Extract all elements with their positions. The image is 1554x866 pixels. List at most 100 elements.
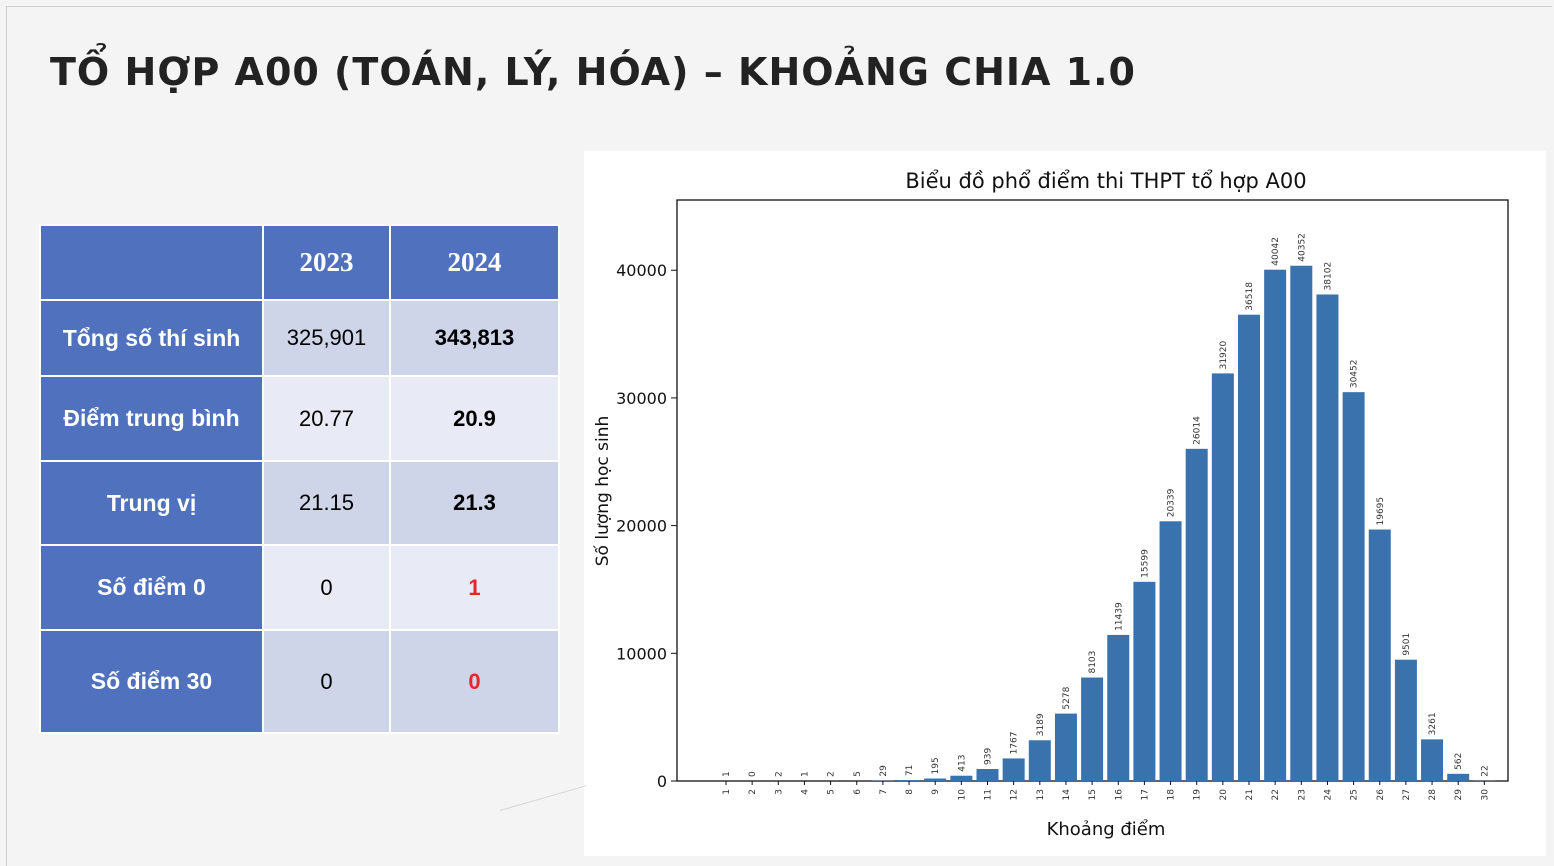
table-row-median: Trung vị 21.15 21.3	[39, 460, 560, 546]
y-tick-label: 20000	[616, 517, 667, 536]
bar-value-label: 22	[1480, 765, 1490, 776]
table-header-2024: 2024	[389, 224, 560, 301]
y-tick-label: 0	[657, 772, 667, 791]
x-tick-label: 3	[774, 789, 784, 795]
y-tick-label: 30000	[616, 389, 667, 408]
bar-value-label: 15599	[1140, 549, 1150, 578]
bar	[1421, 739, 1444, 781]
x-tick-label: 13	[1036, 789, 1046, 800]
row-label: Số điểm 30	[39, 629, 264, 734]
x-tick-label: 16	[1114, 789, 1124, 801]
bar-value-label: 30452	[1350, 360, 1360, 389]
bar-value-label: 2	[774, 771, 784, 777]
bar-value-label: 562	[1454, 753, 1464, 770]
bar-value-label: 195	[931, 757, 941, 774]
bar	[1316, 294, 1339, 781]
bar-value-label: 0	[748, 771, 758, 777]
bar-value-label: 26014	[1193, 416, 1203, 445]
table-row-zero-score: Số điểm 0 0 1	[39, 544, 560, 631]
bar	[1290, 265, 1313, 782]
bar	[898, 780, 921, 781]
bar	[1264, 269, 1287, 781]
row-label: Số điểm 0	[39, 544, 264, 631]
y-tick-label: 10000	[616, 644, 667, 663]
table-header-row: 2023 2024	[39, 224, 560, 301]
bar-value-label: 38102	[1323, 262, 1333, 291]
chart-card: Biểu đồ phổ điểm thi THPT tổ hợp A00 Kho…	[584, 151, 1546, 856]
bar	[1002, 758, 1025, 781]
bar	[1054, 713, 1077, 781]
x-tick-label: 20	[1219, 789, 1229, 801]
bar-value-label: 71	[905, 765, 915, 776]
bar	[1211, 373, 1234, 781]
score-distribution-chart: Biểu đồ phổ điểm thi THPT tổ hợp A00 Kho…	[592, 169, 1509, 840]
x-tick-label: 9	[931, 789, 941, 795]
bar-value-label: 3189	[1036, 713, 1046, 736]
cell-2023: 325,901	[262, 299, 391, 377]
chart-title: Biểu đồ phổ điểm thi THPT tổ hợp A00	[905, 169, 1306, 193]
bar-value-label: 11439	[1114, 602, 1124, 631]
bar	[1028, 740, 1051, 781]
cell-2024: 20.9	[389, 375, 560, 462]
x-tick-label: 24	[1323, 789, 1333, 801]
bar	[1107, 634, 1130, 781]
x-tick-label: 23	[1297, 789, 1307, 800]
stats-table: 2023 2024 Tổng số thí sinh 325,901 343,8…	[39, 224, 560, 734]
cell-2023: 21.15	[262, 460, 391, 546]
bar	[1394, 659, 1417, 781]
bar-value-label: 1	[722, 771, 732, 777]
x-tick-label: 27	[1402, 789, 1412, 800]
bar	[1159, 521, 1182, 781]
x-tick-label: 10	[957, 789, 967, 801]
bar-value-label: 31920	[1219, 341, 1229, 370]
bar	[1368, 529, 1391, 781]
x-tick-label: 2	[748, 789, 758, 795]
x-tick-label: 18	[1167, 789, 1177, 801]
x-tick-label: 15	[1088, 789, 1098, 800]
x-axis-label: Khoảng điểm	[1047, 819, 1166, 840]
bar	[1081, 677, 1104, 781]
bar	[976, 769, 999, 781]
bar-value-label: 1	[800, 771, 810, 777]
cell-2023: 0	[262, 629, 391, 734]
table-header-empty	[39, 224, 264, 301]
cell-2024-highlight: 1	[389, 544, 560, 631]
x-tick-label: 7	[879, 789, 889, 795]
x-tick-label: 30	[1480, 789, 1490, 801]
bar-value-label: 8103	[1088, 651, 1098, 674]
x-tick-label: 19	[1193, 789, 1203, 801]
bar-value-label: 5278	[1062, 686, 1072, 709]
table-row-mean: Điểm trung bình 20.77 20.9	[39, 375, 560, 462]
x-tick-label: 17	[1140, 789, 1150, 800]
table-header-2023: 2023	[262, 224, 391, 301]
x-tick-label: 1	[722, 789, 732, 795]
table-row-total: Tổng số thí sinh 325,901 343,813	[39, 299, 560, 377]
x-tick-label: 21	[1245, 789, 1255, 800]
x-tick-label: 5	[827, 789, 837, 795]
cell-2024: 21.3	[389, 460, 560, 546]
x-tick-label: 14	[1062, 789, 1072, 801]
bar-value-label: 40352	[1297, 233, 1307, 262]
bar	[1342, 392, 1365, 781]
cell-2023: 0	[262, 544, 391, 631]
bar	[1447, 773, 1470, 781]
x-tick-label: 8	[905, 789, 915, 795]
bar-value-label: 20339	[1167, 488, 1177, 517]
table-row-max-score: Số điểm 30 0 0	[39, 629, 560, 734]
bar-value-label: 2	[827, 771, 837, 777]
bar-value-label: 5	[853, 771, 863, 777]
x-tick-label: 6	[853, 789, 863, 795]
slide-title: TỔ HỢP A00 (TOÁN, LÝ, HÓA) – KHOẢNG CHIA…	[50, 50, 1136, 94]
bar-value-label: 29	[879, 765, 889, 777]
row-label: Tổng số thí sinh	[39, 299, 264, 377]
bar-value-label: 3261	[1428, 712, 1438, 735]
bar-value-label: 413	[957, 755, 967, 772]
x-tick-label: 12	[1010, 789, 1020, 800]
x-tick-label: 25	[1350, 789, 1360, 800]
row-label: Trung vị	[39, 460, 264, 546]
row-label: Điểm trung bình	[39, 375, 264, 462]
x-tick-label: 22	[1271, 789, 1281, 800]
bar-value-label: 40042	[1271, 237, 1281, 266]
cell-2023: 20.77	[262, 375, 391, 462]
bar	[1185, 448, 1208, 781]
